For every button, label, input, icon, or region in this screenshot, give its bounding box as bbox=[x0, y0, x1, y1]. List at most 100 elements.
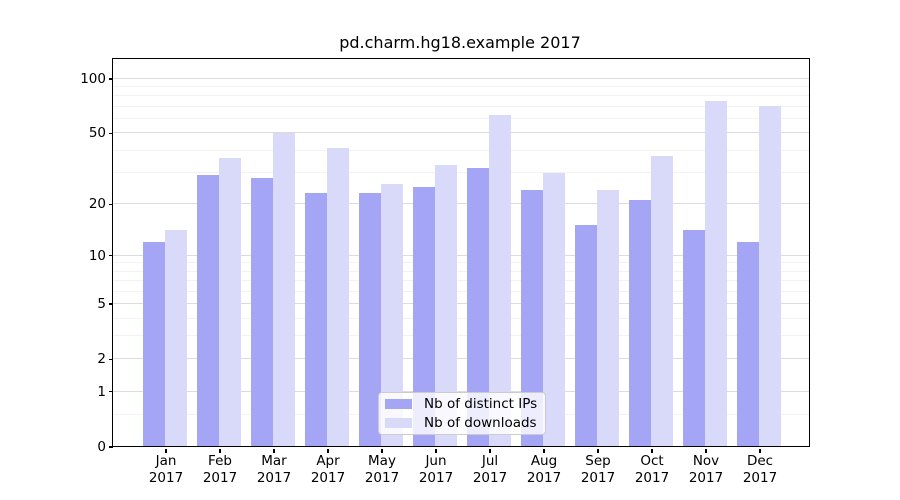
gridline-minor-80 bbox=[113, 95, 810, 97]
x-tick-year: 2017 bbox=[526, 470, 562, 486]
x-tick-label-jan: Jan 2017 bbox=[138, 453, 194, 487]
x-tick-mark-apr bbox=[327, 448, 329, 454]
x-tick-year: 2017 bbox=[580, 470, 616, 486]
x-tick-mark-oct bbox=[651, 448, 653, 454]
x-tick-label-jun: Jun 2017 bbox=[408, 453, 464, 487]
x-tick-mark-sep bbox=[597, 448, 599, 454]
bar-nb-of-distinct-ips-apr bbox=[305, 192, 328, 447]
gridline-minor-6 bbox=[113, 290, 810, 292]
gridlines-layer bbox=[113, 59, 810, 446]
x-tick-month: Apr bbox=[316, 453, 340, 469]
y-tick-mark-2 bbox=[108, 358, 113, 361]
x-tick-mark-nov bbox=[705, 448, 707, 454]
x-tick-mark-dec bbox=[759, 448, 761, 454]
x-tick-mark-jul bbox=[489, 448, 491, 454]
bar-nb-of-downloads-jan bbox=[165, 230, 188, 447]
x-tick-mark-feb bbox=[219, 448, 221, 454]
bar-nb-of-downloads-feb bbox=[219, 158, 242, 447]
bar-nb-of-downloads-sep bbox=[597, 189, 620, 447]
gridline-minor-8 bbox=[113, 270, 810, 272]
x-tick-label-sep: Sep 2017 bbox=[570, 453, 626, 487]
x-tick-label-jul: Jul 2017 bbox=[462, 453, 518, 487]
x-tick-mark-jan bbox=[165, 448, 167, 454]
bar-nb-of-distinct-ips-jan bbox=[143, 241, 166, 447]
bar-nb-of-distinct-ips-may bbox=[359, 192, 382, 447]
x-tick-label-dec: Dec 2017 bbox=[732, 453, 788, 487]
x-tick-label-nov: Nov 2017 bbox=[678, 453, 734, 487]
y-tick-mark-10 bbox=[108, 255, 113, 257]
x-tick-year: 2017 bbox=[310, 470, 346, 486]
bar-nb-of-distinct-ips-sep bbox=[575, 225, 598, 447]
x-tick-mark-aug bbox=[543, 448, 545, 454]
x-tick-label-apr: Apr 2017 bbox=[300, 453, 356, 487]
x-tick-year: 2017 bbox=[202, 470, 238, 486]
y-tick-label-20: 20 bbox=[88, 196, 106, 213]
gridline-minor-4 bbox=[113, 317, 810, 319]
x-tick-mark-may bbox=[381, 448, 383, 454]
y-tick-mark-0 bbox=[108, 446, 113, 448]
gridline-minor-90 bbox=[113, 86, 810, 88]
x-tick-month: Jul bbox=[481, 453, 499, 469]
y-tick-label-1: 1 bbox=[97, 383, 106, 400]
bar-nb-of-distinct-ips-nov bbox=[683, 230, 706, 447]
y-tick-mark-20 bbox=[108, 203, 113, 205]
x-tick-month: Jan bbox=[155, 453, 177, 469]
bar-nb-of-downloads-dec bbox=[759, 106, 782, 447]
bar-nb-of-downloads-nov bbox=[705, 101, 728, 447]
x-tick-month: Aug bbox=[530, 453, 558, 469]
legend-swatch-nb-of-downloads bbox=[385, 418, 412, 428]
legend-label: Nb of distinct IPs bbox=[424, 395, 538, 412]
legend: Nb of distinct IPs Nb of downloads bbox=[378, 392, 546, 435]
legend-item-nb-of-distinct-ips: Nb of distinct IPs bbox=[385, 395, 538, 412]
y-tick-label-2: 2 bbox=[97, 351, 106, 368]
bar-nb-of-downloads-jun bbox=[435, 165, 458, 447]
gridline-major-2 bbox=[113, 358, 810, 360]
gridline-major-20 bbox=[113, 203, 810, 205]
x-tick-mark-mar bbox=[273, 448, 275, 454]
x-tick-label-oct: Oct 2017 bbox=[624, 453, 680, 487]
y-tick-mark-1 bbox=[108, 391, 113, 393]
x-tick-mark-jun bbox=[435, 448, 437, 454]
gridline-major-10 bbox=[113, 254, 810, 256]
gridline-minor-7 bbox=[113, 280, 810, 282]
x-tick-label-feb: Feb 2017 bbox=[192, 453, 248, 487]
gridline-major-5 bbox=[113, 302, 810, 304]
x-tick-year: 2017 bbox=[742, 470, 778, 486]
x-tick-year: 2017 bbox=[418, 470, 454, 486]
x-tick-year: 2017 bbox=[256, 470, 292, 486]
x-tick-year: 2017 bbox=[364, 470, 400, 486]
x-tick-year: 2017 bbox=[472, 470, 508, 486]
bar-nb-of-distinct-ips-aug bbox=[521, 189, 544, 447]
x-tick-month: Feb bbox=[208, 453, 232, 469]
legend-swatch-nb-of-distinct-ips bbox=[385, 399, 412, 409]
y-tick-label-0: 0 bbox=[97, 439, 106, 455]
x-tick-year: 2017 bbox=[634, 470, 670, 486]
bar-nb-of-downloads-oct bbox=[651, 156, 674, 447]
x-tick-label-mar: Mar 2017 bbox=[246, 453, 302, 487]
gridline-minor-9 bbox=[113, 262, 810, 264]
bar-nb-of-distinct-ips-mar bbox=[251, 177, 274, 447]
legend-label: Nb of downloads bbox=[424, 414, 537, 431]
y-tick-mark-50 bbox=[108, 132, 113, 135]
bar-nb-of-downloads-apr bbox=[327, 148, 350, 447]
bar-nb-of-distinct-ips-jun bbox=[413, 186, 436, 447]
x-tick-month: Mar bbox=[261, 453, 287, 469]
x-tick-month: Sep bbox=[585, 453, 611, 469]
x-tick-year: 2017 bbox=[688, 470, 724, 486]
x-tick-month: Oct bbox=[640, 453, 664, 469]
legend-item-nb-of-downloads: Nb of downloads bbox=[385, 414, 537, 431]
y-tick-label-5: 5 bbox=[97, 296, 106, 313]
gridline-minor-40 bbox=[113, 149, 810, 151]
gridline-minor-60 bbox=[113, 118, 810, 119]
bar-nb-of-distinct-ips-oct bbox=[629, 199, 652, 447]
x-tick-month: Jun bbox=[425, 453, 447, 469]
gridline-major-1 bbox=[113, 390, 810, 392]
bar-nb-of-downloads-jul bbox=[489, 114, 512, 447]
y-tick-label-50: 50 bbox=[88, 125, 106, 142]
x-tick-month: Nov bbox=[692, 453, 720, 469]
x-tick-label-may: May 2017 bbox=[354, 453, 410, 487]
bar-nb-of-distinct-ips-jul bbox=[467, 167, 490, 447]
bars-layer bbox=[113, 59, 809, 447]
y-tick-mark-5 bbox=[108, 303, 113, 305]
